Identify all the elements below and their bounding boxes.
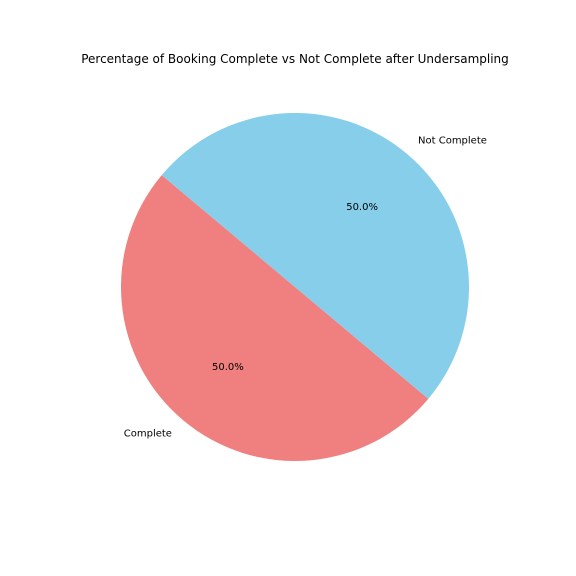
pct-label-not-complete: 50.0% xyxy=(346,202,378,213)
pie-labels: Complete 50.0% Not Complete 50.0% xyxy=(124,135,487,439)
pie-slice-complete xyxy=(120,175,429,461)
pie-slice-not-complete xyxy=(161,112,470,399)
pie-slices xyxy=(120,112,470,461)
slice-label-complete: Complete xyxy=(124,429,172,440)
pct-label-complete: 50.0% xyxy=(212,362,244,373)
chart-title: Percentage of Booking Complete vs Not Co… xyxy=(81,52,509,66)
slice-label-not-complete: Not Complete xyxy=(418,135,487,146)
